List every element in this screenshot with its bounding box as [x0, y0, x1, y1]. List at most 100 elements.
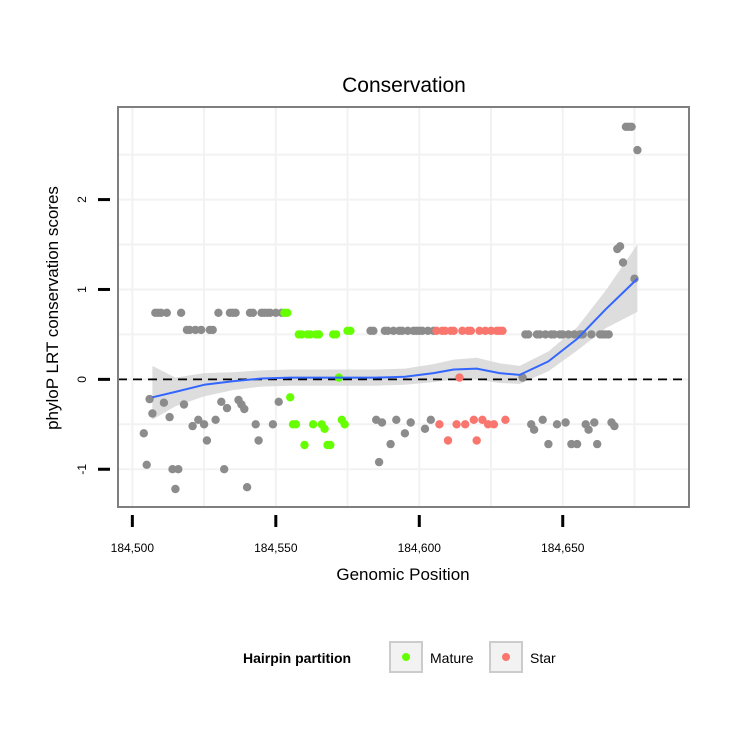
point-mature — [340, 420, 349, 429]
point-star — [483, 420, 493, 429]
point-other — [162, 308, 171, 317]
point-other — [220, 465, 229, 474]
y-axis-label: phyloP LRT conservation scores — [43, 186, 62, 430]
point-star — [486, 326, 496, 335]
point-other — [248, 308, 258, 317]
point-star — [466, 326, 476, 335]
point-mature — [291, 420, 301, 429]
point-other — [202, 436, 212, 445]
point-other — [633, 145, 642, 155]
point-star — [449, 326, 458, 335]
point-mature — [308, 420, 318, 429]
point-other — [538, 415, 547, 424]
point-other — [145, 394, 154, 404]
point-other — [231, 308, 240, 317]
point-other — [426, 415, 435, 424]
point-star — [498, 326, 507, 335]
point-star — [475, 326, 484, 335]
point-mature — [314, 330, 324, 339]
y-tick-label: 0 — [75, 376, 89, 383]
legend: Hairpin partition Mature Star — [243, 641, 556, 673]
point-other — [274, 397, 283, 406]
point-mature — [300, 440, 309, 450]
legend-dot-star — [502, 653, 510, 661]
point-other — [420, 424, 430, 433]
point-other — [524, 330, 533, 339]
point-other — [208, 325, 217, 335]
x-tick-label: 184,500 — [111, 541, 155, 555]
point-other — [159, 398, 169, 407]
point-other — [185, 325, 194, 335]
point-other — [627, 122, 636, 131]
point-other — [171, 484, 180, 494]
point-other — [369, 326, 378, 335]
point-star — [458, 326, 467, 335]
smooth-line — [152, 277, 639, 399]
x-axis: 184,500 184,550 184,600 184,650 — [111, 515, 585, 555]
point-mature — [283, 308, 292, 317]
legend-label-star: Star — [530, 650, 556, 666]
point-other — [139, 429, 148, 438]
point-other — [188, 421, 197, 431]
point-mature — [346, 326, 355, 335]
x-tick-label: 184,600 — [398, 541, 442, 555]
point-other — [618, 258, 628, 267]
point-other — [552, 420, 562, 429]
y-tick-label: 2 — [75, 196, 89, 203]
confidence-band — [152, 244, 638, 420]
point-other — [529, 425, 539, 434]
point-star — [469, 415, 478, 424]
point-star — [435, 420, 444, 429]
point-other — [392, 415, 401, 424]
point-other — [194, 415, 203, 424]
point-other — [374, 457, 384, 467]
point-other — [165, 412, 174, 422]
point-star — [478, 415, 487, 424]
panel-frame — [117, 106, 690, 508]
y-axis: -1 0 1 2 — [75, 196, 110, 475]
data-points — [139, 122, 642, 494]
point-star — [443, 436, 453, 445]
y-tick-label: 1 — [75, 286, 89, 293]
point-other — [400, 429, 410, 438]
point-star — [489, 420, 499, 429]
point-star — [455, 373, 464, 382]
panel-border — [117, 106, 690, 508]
point-other — [544, 439, 553, 449]
point-other — [268, 420, 278, 429]
chart-title: Conservation — [342, 74, 466, 97]
point-other — [197, 325, 206, 335]
point-mature — [286, 393, 295, 402]
point-other — [570, 330, 579, 339]
point-other — [590, 418, 599, 427]
point-star — [461, 420, 470, 429]
legend-dot-mature — [402, 653, 410, 661]
point-mature — [306, 330, 315, 339]
x-tick-label: 184,650 — [541, 541, 585, 555]
point-other — [383, 326, 392, 335]
point-other — [558, 330, 567, 339]
point-other — [271, 308, 280, 317]
x-tick-label: 184,550 — [254, 541, 298, 555]
point-other — [214, 308, 223, 317]
point-other — [199, 420, 209, 429]
y-tick-label: -1 — [75, 464, 89, 475]
point-other — [541, 330, 550, 339]
point-other — [251, 420, 260, 429]
point-other — [610, 421, 619, 431]
point-other — [242, 483, 252, 492]
point-other — [240, 404, 249, 414]
legend-title: Hairpin partition — [243, 650, 351, 666]
point-other — [254, 436, 263, 445]
point-other — [386, 439, 395, 449]
smooth-confidence-band — [152, 244, 638, 420]
point-other — [168, 465, 177, 474]
point-star — [452, 420, 461, 429]
point-other — [549, 330, 559, 339]
point-other — [587, 330, 596, 339]
point-other — [615, 242, 625, 251]
point-other — [406, 418, 415, 427]
point-other — [604, 330, 613, 339]
point-mature — [326, 440, 335, 450]
